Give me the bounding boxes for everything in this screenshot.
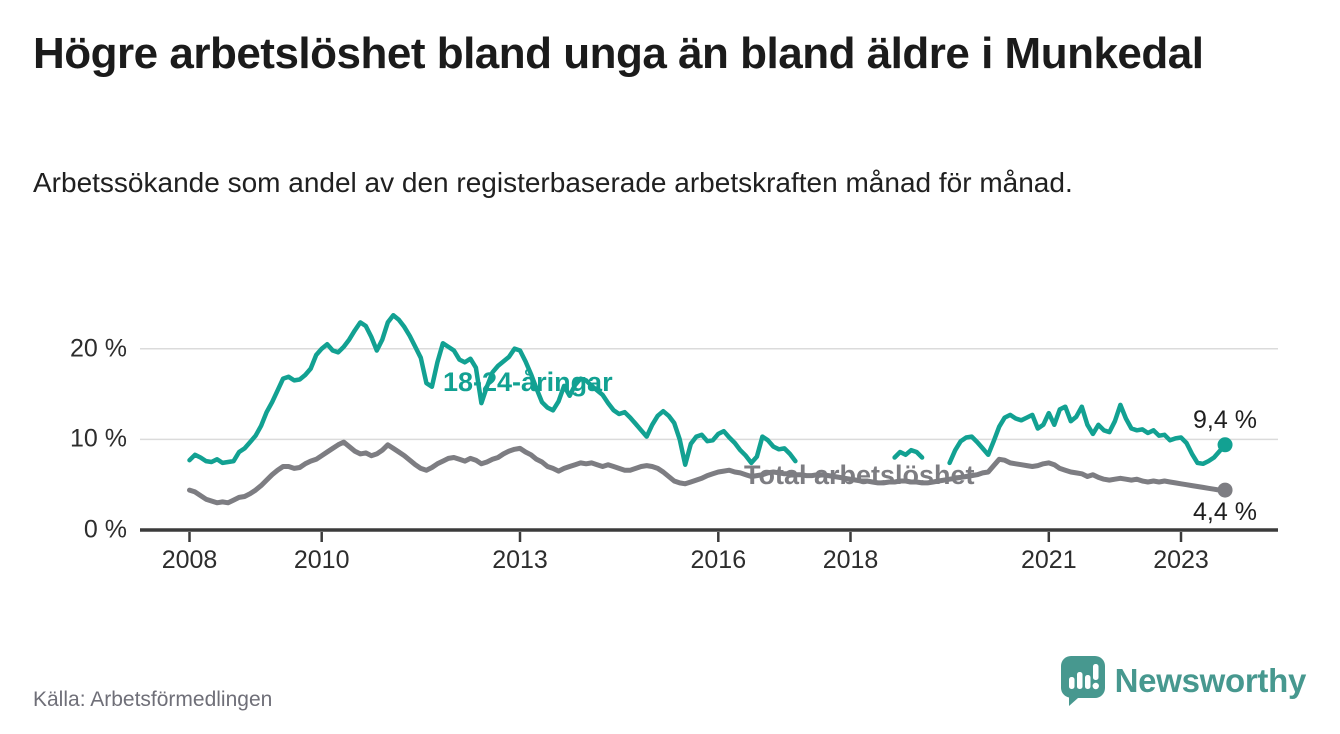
y-axis-label-10: 10 % bbox=[70, 424, 127, 453]
series-youth-line bbox=[187, 312, 1228, 467]
x-axis-label-2021: 2021 bbox=[1020, 546, 1077, 574]
x-axis-label-2023: 2023 bbox=[1153, 546, 1209, 574]
x-axis-label-2010: 2010 bbox=[293, 546, 350, 574]
y-axis-label-0: 0 % bbox=[83, 515, 127, 544]
value-label-youth: 9,4 % bbox=[1193, 406, 1257, 434]
x-axis-label-2013: 2013 bbox=[492, 546, 548, 574]
series-total-line bbox=[187, 439, 1228, 506]
series-youth-endpoint-dot bbox=[1217, 437, 1233, 453]
series-label-youth: 18-24-åringar bbox=[443, 367, 613, 397]
newsworthy-logo: Newsworthy bbox=[1060, 655, 1306, 707]
y-axis-label-20: 20 % bbox=[70, 334, 127, 363]
chart-title: Högre arbetslöshet bland unga än bland ä… bbox=[33, 29, 1204, 78]
series-label-total: Total arbetslöshet bbox=[744, 460, 975, 490]
chart-subtitle: Arbetssökande som andel av den registerb… bbox=[33, 167, 1073, 198]
source-note: Källa: Arbetsförmedlingen bbox=[33, 688, 273, 711]
value-label-total: 4,4 % bbox=[1193, 498, 1257, 526]
series-total-endpoint-dot bbox=[1217, 482, 1233, 498]
x-axis-label-2016: 2016 bbox=[690, 546, 747, 574]
x-axis-label-2018: 2018 bbox=[822, 546, 879, 574]
bar-chart-speech-bubble-icon bbox=[1060, 655, 1106, 707]
newsworthy-logo-text: Newsworthy bbox=[1114, 662, 1307, 699]
x-axis-label-2008: 2008 bbox=[161, 546, 218, 574]
